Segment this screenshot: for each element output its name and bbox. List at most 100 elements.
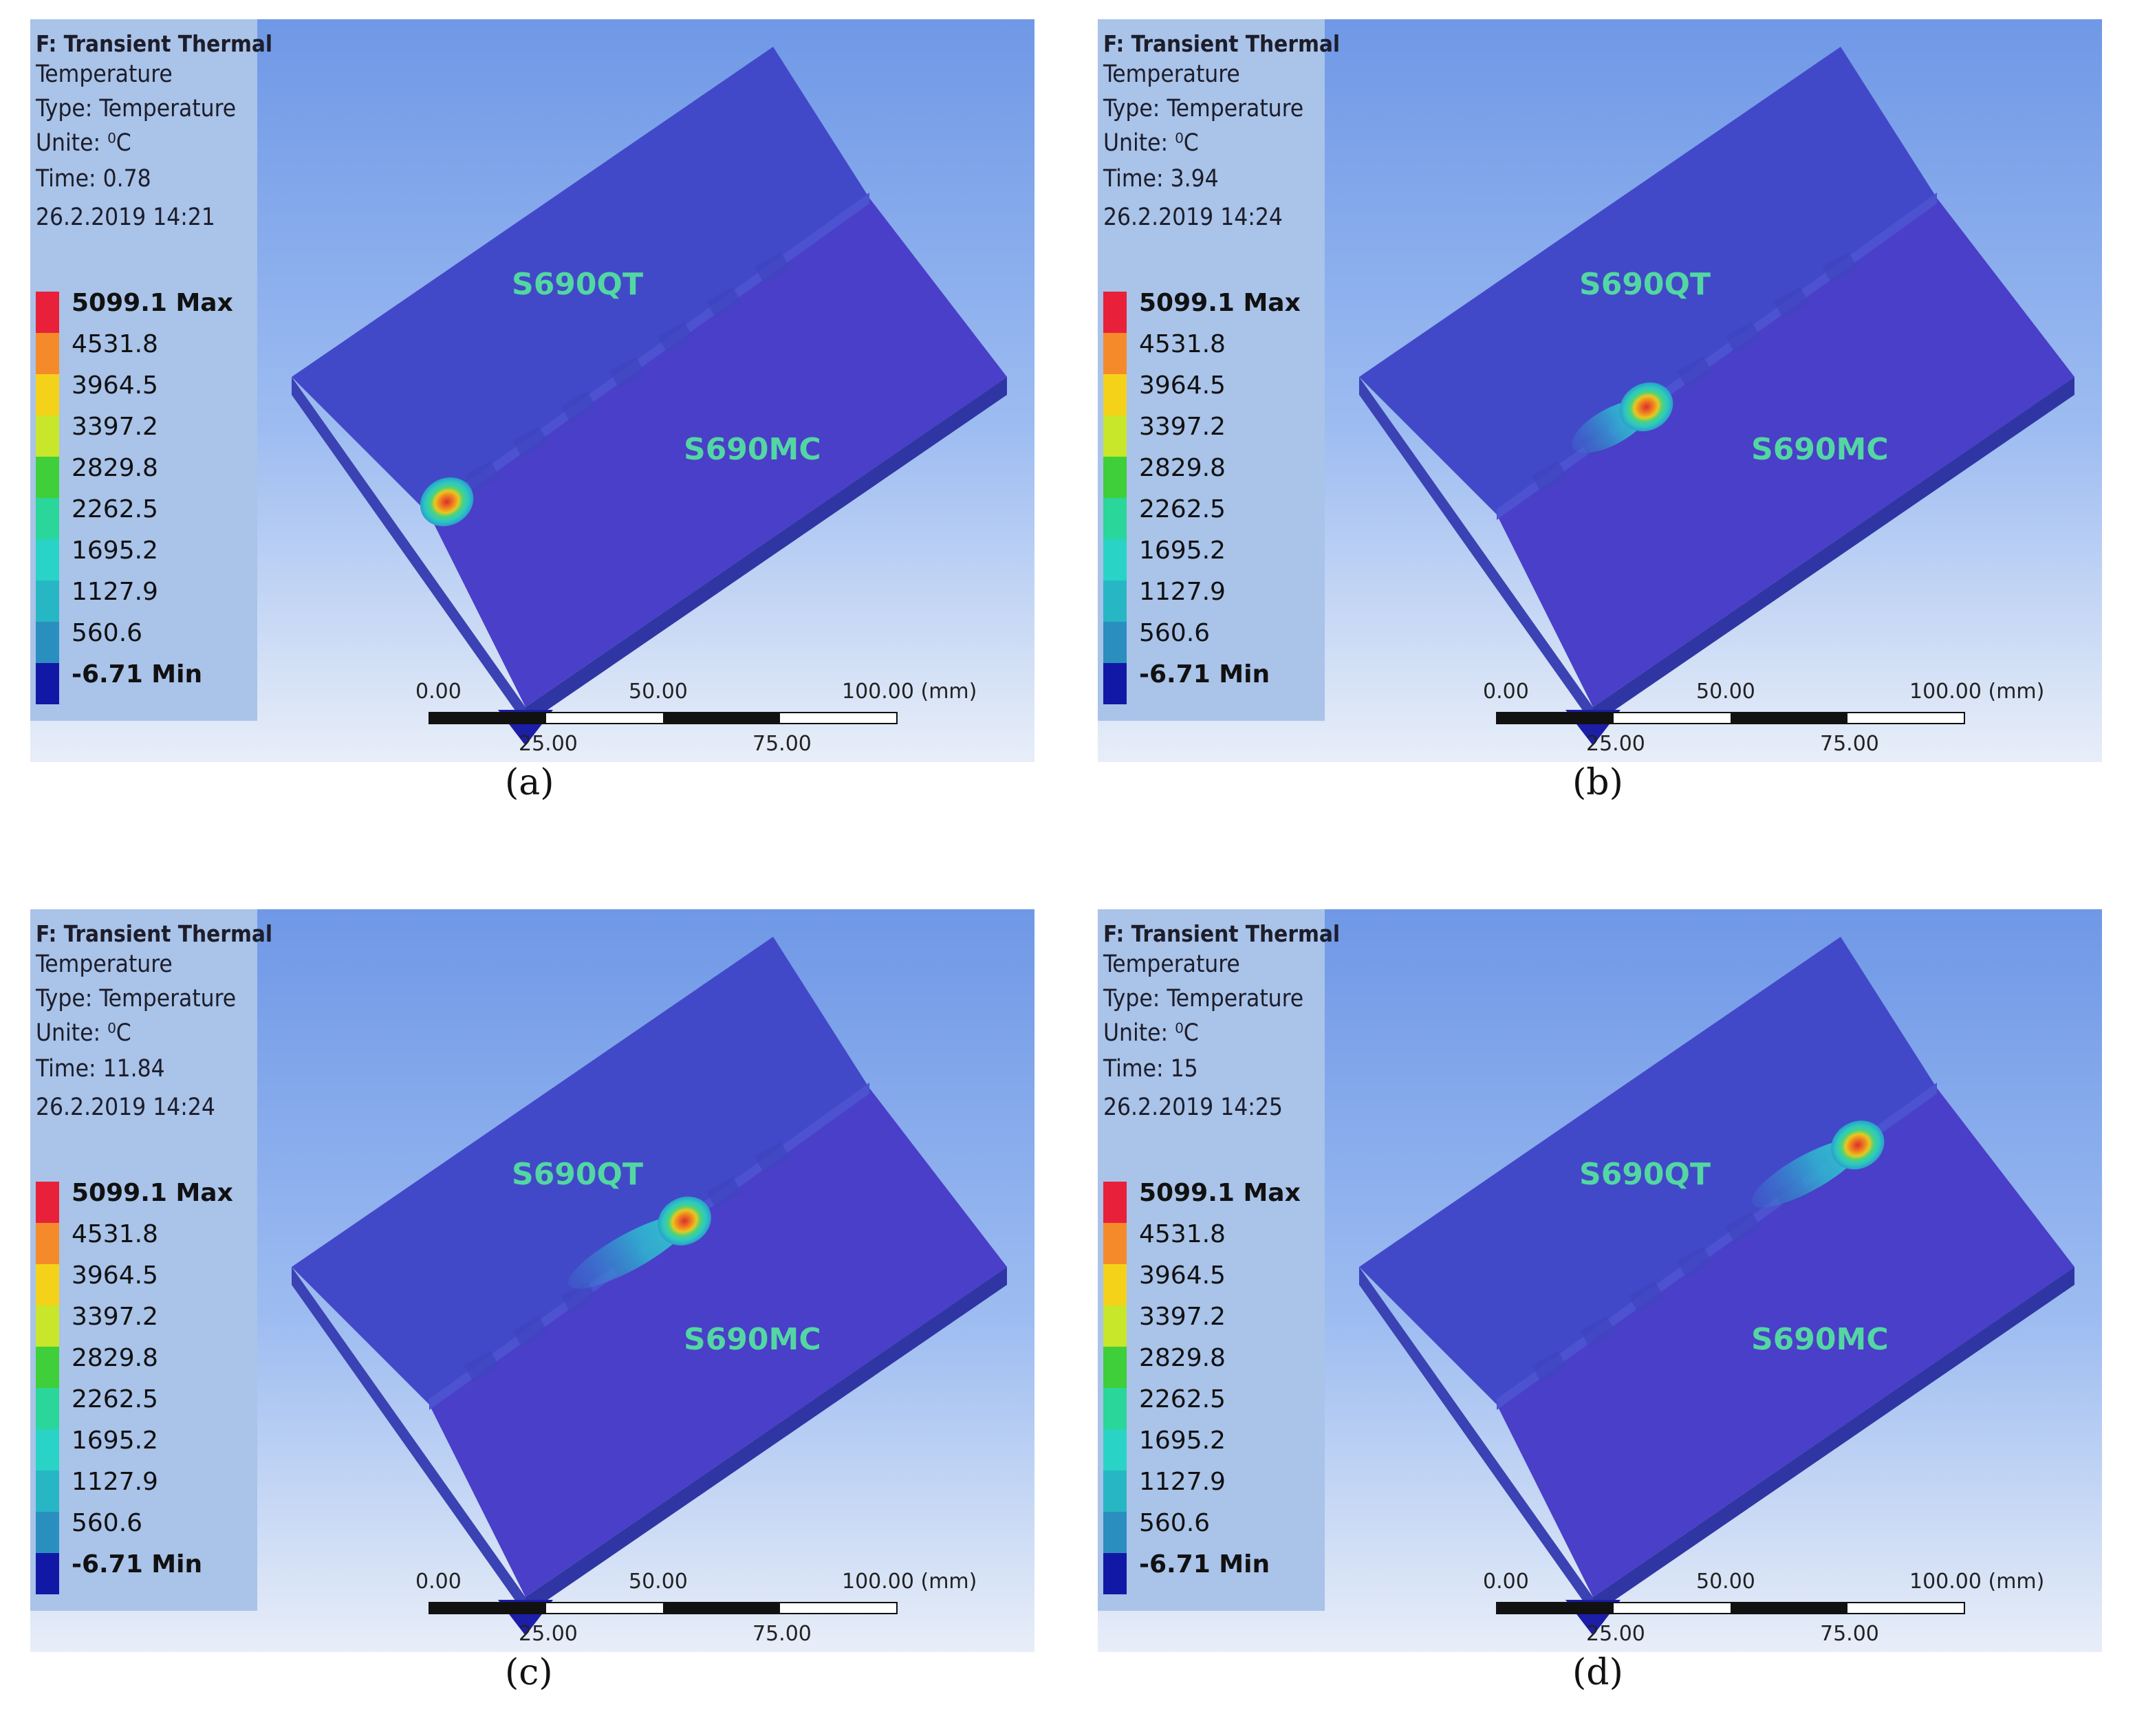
legend-swatch	[1103, 1223, 1127, 1264]
plate-s690qt	[1359, 937, 1937, 1404]
material-label-bottom: S690MC	[1751, 1322, 1889, 1357]
scale-tick-label: 50.00	[1696, 1570, 1755, 1594]
legend-swatch	[36, 581, 59, 622]
heat-source	[658, 1196, 711, 1246]
material-label-bottom: S690MC	[684, 432, 821, 467]
legend-label: 1695.2	[1139, 1426, 1226, 1455]
legend-swatch	[1103, 622, 1127, 663]
legend-label: 1127.9	[1139, 578, 1226, 606]
plate-s690mc	[429, 198, 1007, 707]
legend-label: 560.6	[72, 619, 143, 647]
legend-swatch	[1103, 1429, 1127, 1471]
legend-swatch	[1103, 374, 1127, 415]
legend-swatch	[1103, 663, 1127, 704]
graphics-viewport[interactable]: S690QT S690MC F: Transient Thermal Temperat…	[1098, 909, 2102, 1652]
scale-bar	[429, 712, 898, 724]
legend-swatch	[36, 1347, 59, 1388]
legend-label: 1695.2	[72, 1426, 158, 1455]
plate-side-left	[292, 377, 525, 725]
material-label-top: S690QT	[512, 1157, 643, 1192]
scale-bar	[429, 1602, 898, 1614]
legend-swatch	[36, 415, 59, 457]
legend-swatch	[1103, 415, 1127, 457]
legend-label: 1695.2	[72, 536, 158, 565]
legend-label: 5099.1 Max	[1139, 289, 1301, 317]
plate-model	[292, 937, 1007, 1636]
scale-tick-label: 50.00	[629, 680, 688, 704]
legend-swatch	[36, 663, 59, 704]
legend-swatch	[36, 622, 59, 663]
weld-segment	[561, 1281, 597, 1313]
legend-swatch	[1103, 457, 1127, 498]
result-panel: S690QT S690MC F: Transient Thermal Temperat…	[30, 19, 1062, 817]
info-result: Temperature	[36, 951, 173, 978]
info-result: Temperature	[1103, 61, 1240, 88]
result-info-box: F: Transient Thermal Temperature Type: Tem…	[30, 909, 272, 1611]
legend-label: 4531.8	[1139, 330, 1226, 358]
graphics-viewport[interactable]: S690QT S690MC F: Transient Thermal Temperat…	[30, 909, 1034, 1652]
plate-s690mc	[1497, 1088, 2074, 1597]
scale-tick-label: 0.00	[415, 1570, 462, 1594]
info-time: Time: 11.84	[36, 1055, 165, 1083]
plate-side-left	[1359, 377, 1593, 725]
weld-segment	[561, 391, 597, 423]
weld-segment	[464, 1350, 500, 1382]
panel-caption: (a)	[505, 762, 554, 803]
legend-label: 3964.5	[1139, 371, 1226, 400]
info-type: Type: Temperature	[36, 985, 237, 1012]
scale-tick-label: 100.00 (mm)	[842, 1570, 977, 1594]
info-unit: Unite: ⁰C	[36, 129, 131, 157]
weld-segment	[1676, 1246, 1713, 1278]
legend-label: 4531.8	[1139, 1220, 1226, 1248]
graphics-viewport[interactable]: S690QT S690MC F: Transient Thermal Temperat…	[30, 19, 1034, 762]
legend-label: 560.6	[72, 1509, 143, 1537]
legend-label: 2262.5	[72, 1385, 158, 1413]
scale-tick-label: 50.00	[1696, 680, 1755, 704]
legend-swatch	[36, 333, 59, 374]
result-info-box: F: Transient Thermal Temperature Type: Tem…	[1098, 909, 1340, 1611]
info-time: Time: 15	[1103, 1055, 1198, 1083]
scale-tick-label: 75.00	[752, 1622, 812, 1646]
legend-swatch	[1103, 498, 1127, 539]
legend-swatch	[36, 374, 59, 415]
plate-side-right	[525, 377, 1007, 725]
weld-segment	[755, 1142, 791, 1174]
info-title: F: Transient Thermal	[1103, 920, 1341, 947]
scale-tick-label: 0.00	[1483, 680, 1529, 704]
legend-label: 2829.8	[72, 454, 158, 482]
weld-segment	[609, 356, 646, 388]
legend-label: 2262.5	[1139, 1385, 1226, 1413]
scale-tick-label: 75.00	[752, 732, 812, 756]
legend-label: 4531.8	[72, 330, 158, 358]
heat-trail	[568, 1215, 691, 1289]
weld-segment	[1725, 1211, 1762, 1244]
heat-source	[1831, 1120, 1885, 1170]
weld-segment	[755, 252, 791, 284]
legend-swatch	[36, 292, 59, 333]
weld-segment	[1628, 1281, 1665, 1313]
weld-segment	[706, 1176, 742, 1208]
legend-label: 2829.8	[1139, 1344, 1226, 1372]
legend-label: -6.71 Min	[1139, 660, 1270, 688]
scale-tick-label: 100.00 (mm)	[1909, 1570, 2045, 1594]
legend-label: 1127.9	[72, 1468, 158, 1496]
legend-swatch	[1103, 1182, 1127, 1223]
scale-tick-label: 25.00	[1586, 732, 1645, 756]
info-date: 26.2.2019 14:24	[36, 1094, 215, 1121]
info-result: Temperature	[36, 61, 173, 88]
legend-swatch	[36, 457, 59, 498]
plate-s690mc	[1497, 198, 2074, 707]
info-type: Type: Temperature	[36, 95, 237, 122]
legend-label: 3964.5	[1139, 1261, 1226, 1290]
graphics-viewport[interactable]: S690QT S690MC F: Transient Thermal Temperat…	[1098, 19, 2102, 762]
legend-swatch	[36, 1305, 59, 1347]
legend-swatch	[1103, 1512, 1127, 1553]
legend-swatch	[1103, 1471, 1127, 1512]
info-unit: Unite: ⁰C	[1103, 129, 1199, 157]
weld-segment	[464, 460, 500, 492]
legend-label: -6.71 Min	[72, 660, 203, 688]
plate-model	[1359, 937, 2074, 1636]
weld-segment	[1531, 460, 1568, 492]
legend-label: 2262.5	[1139, 495, 1226, 523]
info-result: Temperature	[1103, 951, 1240, 978]
